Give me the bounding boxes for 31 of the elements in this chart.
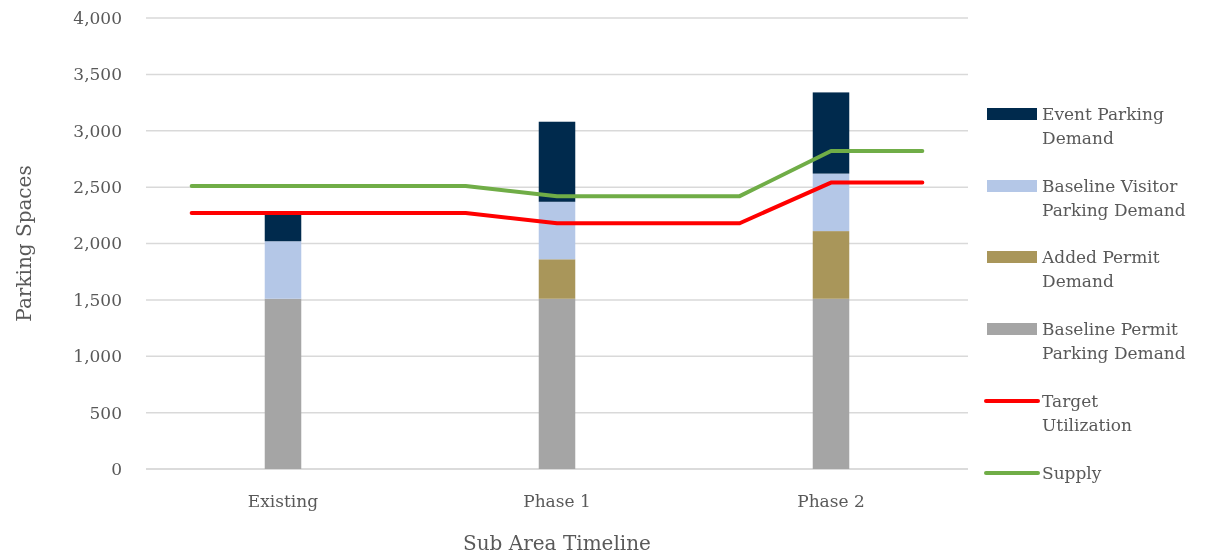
bar (264, 241, 302, 299)
bar (538, 121, 576, 202)
y-tick-label: 4,000 (73, 7, 122, 28)
legend-label: Supply (1042, 462, 1102, 483)
x-tick-label: Phase 2 (797, 491, 865, 511)
legend-label: Baseline Permit Parking Demand (1042, 318, 1186, 363)
bar (264, 214, 302, 242)
y-tick-label: 1,500 (73, 289, 122, 310)
legend-label: Target Utilization (1042, 390, 1133, 435)
bar (812, 92, 850, 174)
y-tick-label: 2,500 (73, 177, 122, 198)
legend-label: Added Permit Demand (1041, 246, 1160, 291)
bar (264, 298, 302, 469)
y-tick-label: 0 (111, 458, 122, 479)
y-tick-label: 500 (89, 402, 122, 423)
x-tick-label: Existing (247, 491, 319, 511)
x-tick-label: Phase 1 (523, 491, 591, 511)
y-axis-title: Parking Spaces (12, 165, 36, 322)
bar (812, 231, 850, 299)
y-tick-label: 1,000 (73, 346, 122, 367)
bar (538, 298, 576, 469)
bar (812, 173, 850, 232)
bar (812, 298, 850, 469)
legend-label: Baseline Visitor Parking Demand (1042, 175, 1186, 220)
y-tick-label: 2,000 (73, 233, 122, 254)
y-tick-label: 3,500 (73, 64, 122, 85)
y-tick-label: 3,000 (73, 120, 122, 141)
bar (538, 259, 576, 299)
bar (538, 201, 576, 260)
x-axis-title: Sub Area Timeline (463, 531, 651, 555)
legend-label: Event Parking Demand (1042, 103, 1164, 148)
